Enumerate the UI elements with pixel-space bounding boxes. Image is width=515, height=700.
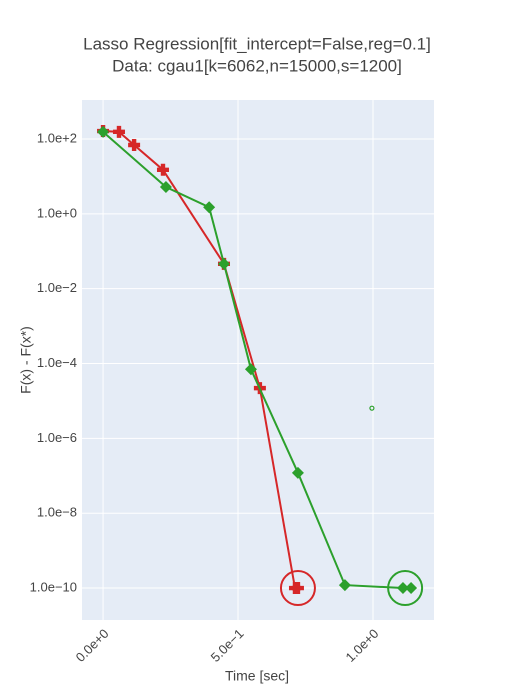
- y-tick-label: 1.0e+2: [37, 130, 77, 145]
- x-tick-label: 1.0e+0: [343, 626, 382, 665]
- marker: [217, 257, 230, 270]
- marker: [244, 363, 257, 376]
- marker: [291, 466, 304, 479]
- y-tick-label: 1.0e+0: [37, 205, 77, 220]
- y-axis-title: F(x) - F(x*): [18, 326, 34, 394]
- chart-title: Lasso Regression[fit_intercept=False,reg…: [83, 34, 431, 53]
- outlier: [369, 405, 375, 411]
- y-tick-label: 1.0e−10: [30, 579, 77, 594]
- x-axis-title: Time [sec]: [225, 668, 289, 684]
- marker: [128, 139, 141, 152]
- x-tick-label: 5.0e−1: [208, 626, 247, 665]
- y-tick-label: 1.0e−8: [37, 505, 77, 520]
- y-tick-label: 1.0e−6: [37, 430, 77, 445]
- marker: [156, 163, 169, 176]
- marker: [203, 201, 216, 214]
- marker: [159, 181, 172, 194]
- marker: [112, 125, 125, 138]
- marker: [291, 582, 304, 595]
- chart-subtitle: Data: cgau1[k=6062,n=15000,s=1200]: [112, 56, 402, 75]
- y-tick-label: 1.0e−4: [37, 355, 77, 370]
- marker: [405, 582, 418, 595]
- x-tick-label: 0.0e+0: [73, 626, 112, 665]
- plot-area: [82, 100, 434, 620]
- highlight-ring: [387, 570, 424, 607]
- marker: [97, 125, 110, 138]
- y-tick-label: 1.0e−2: [37, 280, 77, 295]
- marker: [396, 582, 409, 595]
- marker: [338, 579, 351, 592]
- highlight-ring: [279, 570, 316, 607]
